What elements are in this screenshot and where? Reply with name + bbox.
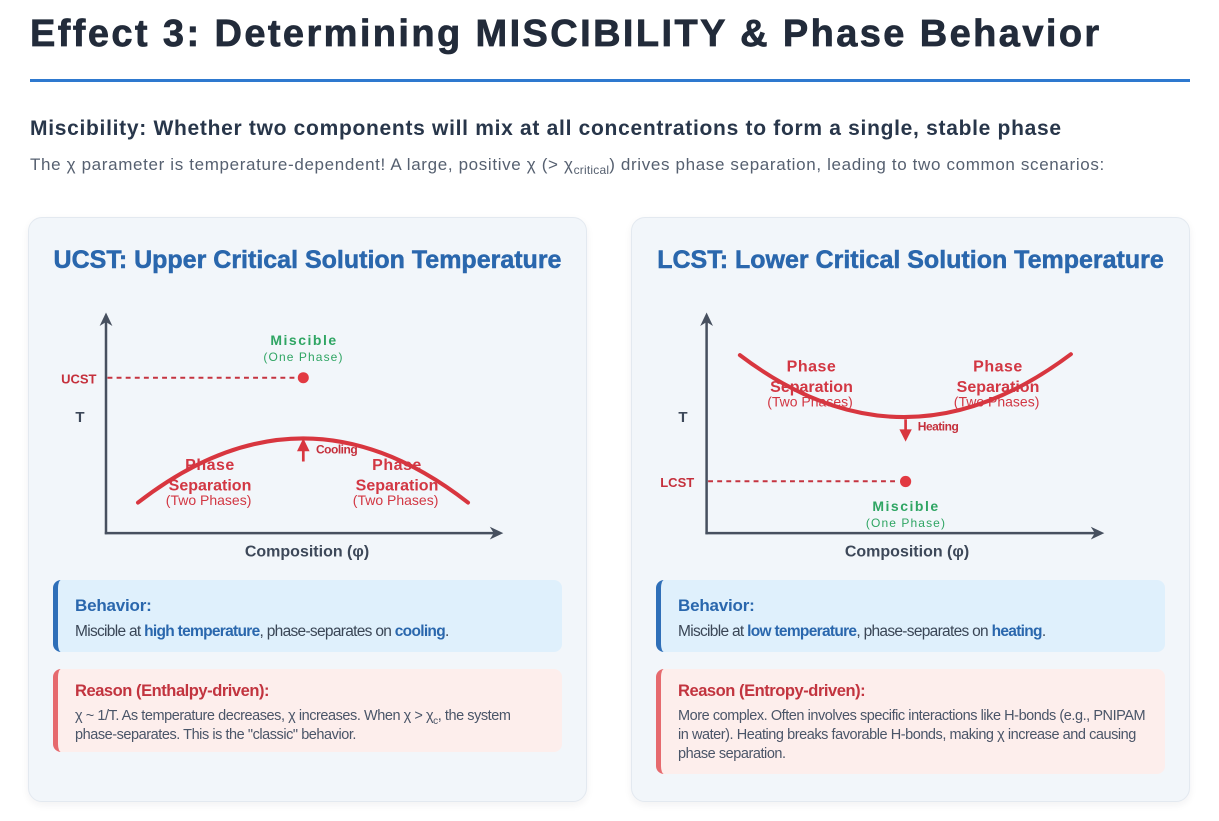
svg-text:T: T xyxy=(678,409,687,426)
svg-text:(Two Phases): (Two Phases) xyxy=(767,393,853,409)
svg-text:Phase: Phase xyxy=(787,359,837,376)
svg-text:Miscible: Miscible xyxy=(872,498,939,514)
svg-text:Separation: Separation xyxy=(957,379,1040,396)
svg-text:Composition (φ): Composition (φ) xyxy=(845,544,969,561)
svg-text:LCST: LCST xyxy=(660,475,694,490)
svg-text:Miscible: Miscible xyxy=(270,332,337,348)
svg-text:Composition (φ): Composition (φ) xyxy=(245,544,369,561)
svg-text:Phase: Phase xyxy=(973,359,1023,376)
svg-text:(Two Phases): (Two Phases) xyxy=(353,492,439,508)
svg-text:Heating: Heating xyxy=(918,420,959,434)
svg-text:(Two Phases): (Two Phases) xyxy=(954,393,1040,409)
svg-text:Phase: Phase xyxy=(372,457,422,474)
svg-text:(One Phase): (One Phase) xyxy=(866,516,946,530)
svg-text:Phase: Phase xyxy=(185,457,235,474)
svg-text:(One Phase): (One Phase) xyxy=(263,350,343,364)
svg-text:Separation: Separation xyxy=(356,477,439,494)
svg-text:Separation: Separation xyxy=(169,477,252,494)
svg-text:UCST: UCST xyxy=(61,371,96,386)
svg-text:Cooling: Cooling xyxy=(316,443,357,457)
svg-text:(Two Phases): (Two Phases) xyxy=(166,492,252,508)
svg-text:T: T xyxy=(75,409,84,426)
svg-text:Separation: Separation xyxy=(770,379,853,396)
